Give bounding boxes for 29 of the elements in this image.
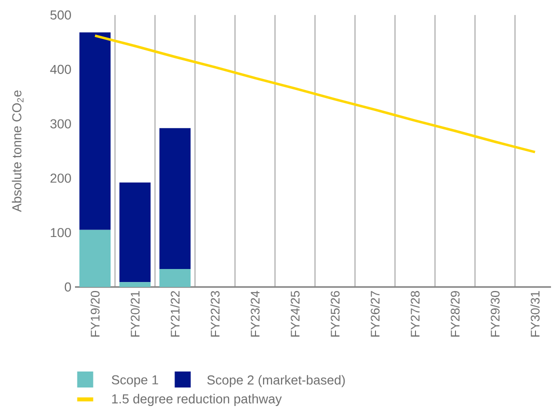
bar bbox=[79, 32, 111, 230]
line-series bbox=[94, 34, 536, 154]
bar bbox=[159, 128, 191, 270]
legend-label: Scope 1 bbox=[112, 375, 158, 387]
x-tick-label: FY29/30 bbox=[490, 291, 500, 337]
x-tick-label: FY28/29 bbox=[450, 291, 460, 337]
x-tick-label: FY23/24 bbox=[250, 290, 260, 337]
bar bbox=[79, 230, 111, 287]
bar bbox=[159, 269, 191, 287]
y-tick-label: 200 bbox=[50, 174, 71, 183]
bar bbox=[119, 182, 151, 282]
legend-label: Scope 2 (market-based) bbox=[207, 375, 345, 388]
y-axis-title: Absolute tonne CO$_{2}$e bbox=[12, 90, 24, 212]
x-tick-label: FY27/28 bbox=[410, 291, 420, 337]
y-tick-label: 400 bbox=[50, 64, 71, 74]
x-tick-label: FY30/31 bbox=[530, 291, 540, 337]
x-tick-label: FY25/26 bbox=[330, 291, 340, 337]
bar bbox=[119, 282, 151, 287]
y-tick-label: 300 bbox=[50, 119, 71, 128]
y-tick-label: 100 bbox=[50, 228, 71, 238]
x-tick-label: FY24/25 bbox=[290, 291, 300, 337]
x-tick-label: FY26/27 bbox=[370, 291, 380, 337]
y-tick-label: 500 bbox=[50, 10, 71, 20]
x-tick-label: FY22/23 bbox=[210, 291, 220, 337]
legend-label: 1.5 degree reduction pathway bbox=[112, 394, 282, 406]
x-tick-label: FY21/22 bbox=[170, 291, 180, 337]
x-tick-label: FY19/20 bbox=[90, 291, 100, 337]
y-tick-label: 0 bbox=[64, 282, 71, 292]
x-tick-label: FY20/21 bbox=[130, 291, 140, 337]
